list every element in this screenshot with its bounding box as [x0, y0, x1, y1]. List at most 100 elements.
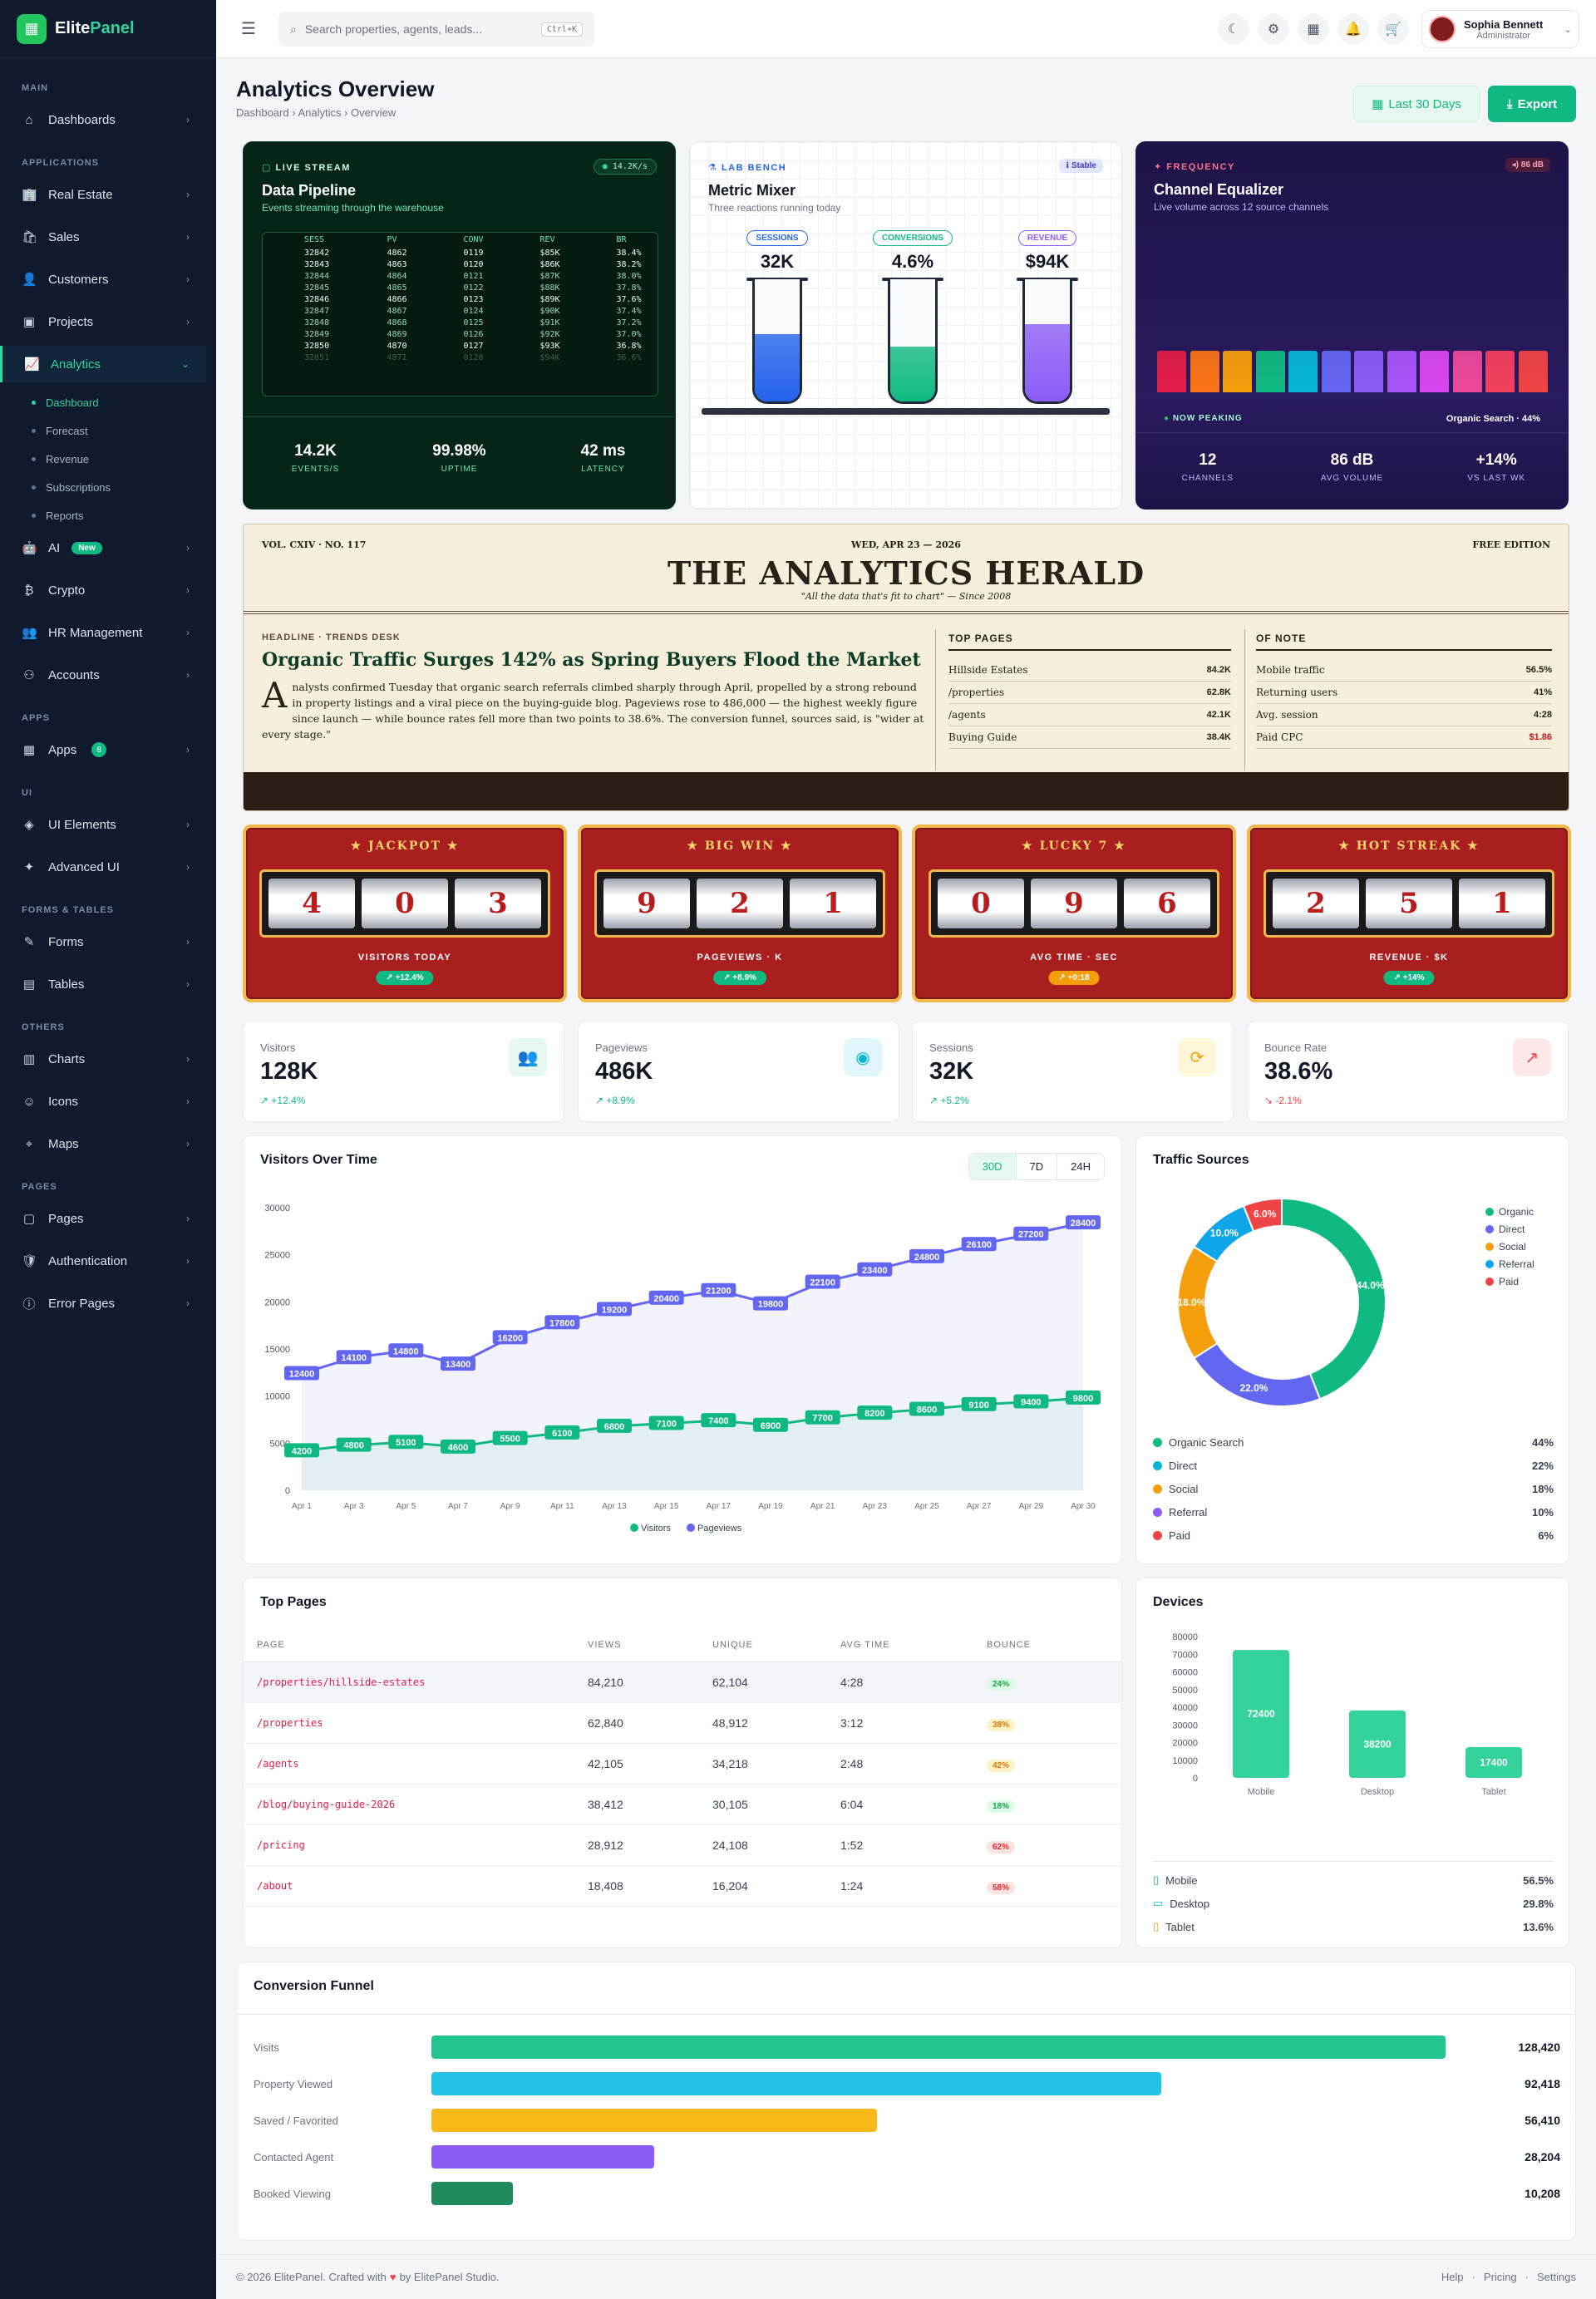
funnel-bar[interactable]	[431, 2072, 1162, 2095]
legend-label[interactable]: Referral	[1499, 1258, 1534, 1270]
funnel-row-property-viewed: Property Viewed 92,418	[254, 2072, 1560, 2095]
table-row[interactable]: /properties/hillside-estates 84,210 62,104…	[244, 1661, 1121, 1703]
sidebar-sub-reports[interactable]: Reports	[0, 501, 216, 529]
legend-label[interactable]: Direct	[1499, 1223, 1525, 1235]
sidebar-sub-subscriptions[interactable]: Subscriptions	[0, 473, 216, 501]
sidebar-item-charts[interactable]: ▥ Charts ›	[0, 1041, 206, 1077]
funnel-bar[interactable]	[431, 2109, 877, 2132]
col-header-views[interactable]: VIEWS	[588, 1628, 712, 1662]
slot-title: ★ BIG WIN ★	[687, 839, 793, 853]
bar-tablet[interactable]	[1465, 1747, 1522, 1778]
table-row[interactable]: /properties 62,840 48,912 3:12 38%	[244, 1702, 1121, 1744]
data-label: 19200	[602, 1305, 628, 1315]
menu-toggle-icon[interactable]: ☰	[241, 20, 256, 38]
footer-link-settings[interactable]: Settings	[1537, 2271, 1576, 2283]
tab-30d[interactable]: 30D	[968, 1154, 1016, 1179]
sidebar-item-sales[interactable]: 🛍 Sales ›	[0, 219, 206, 255]
apps-grid-icon[interactable]: ▦	[1298, 13, 1329, 45]
data-label: 8200	[864, 1409, 884, 1419]
tube-conversions: CONVERSIONS 4.6%	[859, 229, 967, 404]
date-range-button[interactable]: ▦ Last 30 Days	[1353, 86, 1480, 122]
legend-label[interactable]: Organic	[1499, 1206, 1534, 1218]
donut-slice-direct[interactable]	[1193, 1341, 1322, 1407]
sidebar-item-crypto[interactable]: ₿ Crypto ›	[0, 572, 206, 608]
sidebar-item-ai[interactable]: 🤖 AI New ›	[0, 529, 206, 566]
bar-desktop[interactable]	[1349, 1710, 1406, 1778]
sidebar-item-label: Projects	[48, 314, 94, 329]
sidebar-item-projects[interactable]: ▣ Projects ›	[0, 303, 206, 340]
eq-stat-value: +14%	[1475, 451, 1517, 469]
export-button[interactable]: ⤓ Export	[1488, 86, 1576, 122]
legend-label[interactable]: Pageviews	[697, 1524, 742, 1533]
funnel-bar[interactable]	[431, 2036, 1446, 2059]
table-row[interactable]: /about 18,408 16,204 1:24 58%	[244, 1865, 1121, 1907]
col-header-avg-time[interactable]: AVG TIME	[840, 1628, 987, 1662]
data-label-bg	[336, 1350, 372, 1365]
crumb-analytics[interactable]: Analytics	[298, 106, 342, 119]
sidebar-sub-revenue[interactable]: Revenue	[0, 445, 216, 473]
sidebar-item-tables[interactable]: ▤ Tables ›	[0, 966, 206, 1002]
sidebar-item-dashboards[interactable]: ⌂ Dashboards ›	[0, 101, 206, 138]
table-cell: 42,105	[588, 1743, 712, 1785]
funnel-bar[interactable]	[431, 2145, 655, 2169]
sidebar-item-authentication[interactable]: 🛡 Authentication ›	[0, 1243, 206, 1279]
donut-slice-paid[interactable]	[1242, 1197, 1283, 1233]
herald-row-label: /properties	[948, 681, 1165, 704]
footer-link-pricing[interactable]: Pricing	[1483, 2271, 1517, 2283]
y-tick-label: 30000	[264, 1204, 290, 1213]
tab-7d[interactable]: 7D	[1015, 1154, 1057, 1179]
sidebar-item-customers[interactable]: 👤 Customers ›	[0, 261, 206, 298]
sidebar-item-advanced-ui[interactable]: ✦ Advanced UI ›	[0, 849, 206, 885]
sidebar-item-real-estate[interactable]: 🏢 Real Estate ›	[0, 176, 206, 213]
eq-bar	[1518, 351, 1548, 392]
sidebar-item-maps[interactable]: ⌖ Maps ›	[0, 1125, 206, 1162]
col-header-page[interactable]: PAGE	[244, 1628, 588, 1662]
brand-logo[interactable]: ▦ ElitePanel	[0, 0, 216, 58]
sidebar-sub-dashboard[interactable]: Dashboard	[0, 388, 216, 416]
col-header-unique[interactable]: UNIQUE	[712, 1628, 840, 1662]
sidebar-item-apps[interactable]: ▦ Apps 8 ›	[0, 731, 206, 768]
mixer-status: ℹ Stable	[1059, 159, 1103, 173]
bar-mobile[interactable]	[1233, 1650, 1289, 1778]
crumb-overview: Overview	[351, 106, 397, 119]
legend-label[interactable]: Paid	[1499, 1276, 1519, 1287]
footer-link-help[interactable]: Help	[1441, 2271, 1464, 2283]
device-share: 29.8%	[1523, 1897, 1554, 1910]
legend-label[interactable]: Visitors	[641, 1524, 671, 1533]
legend-label[interactable]: Social	[1499, 1241, 1526, 1253]
crumb-dashboard[interactable]: Dashboard	[236, 106, 289, 119]
herald-top-row: Buying Guide 38.4K	[948, 726, 1231, 749]
user-role: Administrator	[1476, 30, 1531, 41]
table-row[interactable]: /blog/buying-guide-2026 38,412 30,105 6:04 1…	[244, 1784, 1121, 1825]
sidebar-item-ui-elements[interactable]: ◈ UI Elements ›	[0, 806, 206, 843]
sidebar-item-pages[interactable]: ▢ Pages ›	[0, 1200, 206, 1237]
tab-24h[interactable]: 24H	[1057, 1154, 1104, 1179]
sidebar-item-icons[interactable]: ☺ Icons ›	[0, 1083, 206, 1120]
sidebar-item-analytics[interactable]: 📈 Analytics ⌄	[0, 346, 206, 382]
cart-icon[interactable]: 🛒	[1377, 13, 1409, 45]
pipeline-stat-value: 42 ms	[580, 442, 626, 460]
sidebar-sub-forecast[interactable]: Forecast	[0, 416, 216, 445]
slot-reel: 2	[697, 879, 783, 928]
search-input[interactable]: ⌕ Search properties, agents, leads... Ct…	[278, 12, 594, 47]
bell-icon[interactable]: 🔔	[1337, 13, 1369, 45]
user-menu[interactable]: Sophia Bennett Administrator ⌄	[1421, 10, 1579, 48]
pages-icon: ▢	[22, 1212, 36, 1226]
y-tick-label: 20000	[264, 1297, 290, 1307]
funnel-bar[interactable]	[431, 2182, 513, 2205]
donut-slice-organic[interactable]	[1281, 1197, 1387, 1401]
sidebar-item-forms[interactable]: ✎ Forms ›	[0, 923, 206, 960]
stream-cell: $89K	[539, 294, 560, 304]
herald-headline[interactable]: Organic Traffic Surges 142% as Spring Bu…	[262, 649, 921, 671]
sidebar-item-accounts[interactable]: ⚇ Accounts ›	[0, 657, 206, 693]
table-row[interactable]: /pricing 28,912 24,108 1:52 62%	[244, 1824, 1121, 1866]
flask-icon: ⚗	[708, 163, 718, 173]
table-row[interactable]: /agents 42,105 34,218 2:48 42%	[244, 1743, 1121, 1785]
sidebar-item-hr-management[interactable]: 👥 HR Management ›	[0, 614, 206, 651]
sidebar-item-error-pages[interactable]: ⓘ Error Pages ›	[0, 1285, 206, 1322]
col-header-bounce[interactable]: BOUNCE	[987, 1628, 1121, 1662]
sidebar-item-label: Dashboards	[48, 112, 116, 127]
gear-icon[interactable]: ⚙	[1258, 13, 1289, 45]
theme-toggle-icon[interactable]: ☾	[1218, 13, 1249, 45]
data-label-bg	[805, 1274, 840, 1289]
